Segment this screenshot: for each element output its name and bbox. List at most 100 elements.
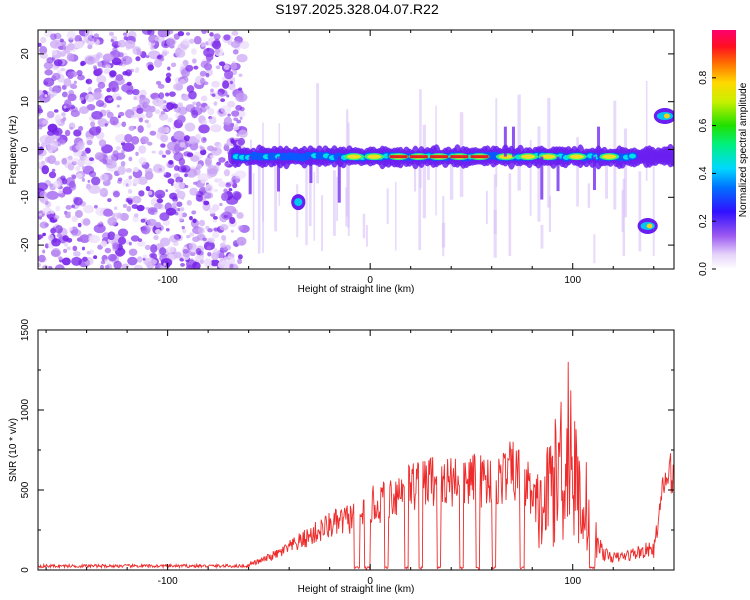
noise-speckle <box>214 48 221 54</box>
noise-speckle <box>82 166 86 170</box>
noise-speckle <box>207 251 212 257</box>
colorbar-tick-label: 0.0 <box>698 262 709 276</box>
noise-speckle <box>56 233 62 238</box>
noise-speckle <box>149 93 157 99</box>
noise-speckle <box>156 99 160 103</box>
band-tail <box>511 126 515 157</box>
noise-speckle <box>230 138 235 144</box>
noise-speckle <box>107 253 117 262</box>
noise-speckle <box>147 141 153 146</box>
noise-speckle <box>153 235 159 241</box>
noise-speckle <box>53 180 61 189</box>
noise-speckle <box>145 55 150 59</box>
noise-speckle <box>82 256 88 262</box>
noise-speckle <box>203 63 213 71</box>
noise-speckle <box>115 74 124 81</box>
noise-speckle <box>122 179 133 188</box>
noise-speckle <box>62 235 69 242</box>
noise-speckle <box>118 236 127 245</box>
noise-speckle <box>178 217 184 222</box>
noise-speckle <box>85 93 94 103</box>
noise-speckle <box>149 45 155 51</box>
band-core <box>409 155 428 159</box>
noise-speckle <box>165 76 171 84</box>
noise-speckle <box>93 255 98 260</box>
noise-speckle <box>168 160 174 165</box>
noise-speckle <box>125 168 132 173</box>
noise-speckle <box>91 110 103 120</box>
noise-speckle <box>109 116 119 126</box>
noise-speckle <box>144 244 151 250</box>
noise-speckle <box>126 81 132 86</box>
noise-speckle <box>215 65 221 70</box>
noise-speckle <box>73 197 83 206</box>
signal-blob <box>646 223 653 229</box>
noise-speckle <box>130 135 140 145</box>
noise-speckle <box>154 221 162 229</box>
noise-speckle <box>87 179 91 183</box>
noise-speckle <box>96 74 107 84</box>
noise-speckle <box>108 97 113 101</box>
noise-speckle <box>83 204 94 214</box>
noise-speckle <box>190 155 200 162</box>
band-core <box>602 154 617 159</box>
noise-speckle <box>61 91 68 98</box>
band-tail <box>248 156 252 195</box>
noise-speckle <box>192 218 197 224</box>
noise-speckle <box>85 78 93 85</box>
noise-speckle <box>106 111 114 119</box>
noise-speckle <box>78 106 90 115</box>
noise-speckle <box>174 211 179 216</box>
noise-speckle <box>226 94 230 98</box>
faint-streak <box>347 150 350 236</box>
noise-speckle <box>107 198 112 203</box>
noise-speckle <box>128 125 135 131</box>
noise-speckle <box>71 174 77 180</box>
y-tick-label: 10 <box>20 96 31 108</box>
noise-speckle <box>61 257 71 266</box>
noise-speckle <box>40 160 46 166</box>
noise-speckle <box>38 93 51 103</box>
noise-speckle <box>76 69 83 76</box>
noise-speckle <box>58 256 63 260</box>
noise-speckle <box>66 53 75 62</box>
noise-speckle <box>166 37 177 47</box>
noise-speckle <box>218 177 223 183</box>
noise-speckle <box>186 264 194 269</box>
y-tick-label: 1500 <box>20 318 31 341</box>
noise-speckle <box>41 119 49 125</box>
noise-speckle <box>173 181 185 190</box>
snr-ylabel: SNR (10 * v/v) <box>8 418 19 482</box>
colorbar-gradient <box>712 30 736 269</box>
noise-speckle <box>47 145 55 154</box>
noise-speckle <box>193 36 202 45</box>
noise-speckle <box>165 228 170 232</box>
faint-streak <box>321 195 324 252</box>
noise-speckle <box>138 145 147 154</box>
faint-streak <box>413 168 417 192</box>
noise-speckle <box>125 240 130 245</box>
noise-speckle <box>189 215 193 221</box>
noise-speckle <box>63 105 67 109</box>
noise-speckle <box>69 126 74 130</box>
faint-streak <box>622 178 626 257</box>
noise-speckle <box>146 122 152 129</box>
noise-speckle <box>189 38 195 44</box>
noise-speckle <box>211 80 220 88</box>
noise-speckle <box>121 83 134 93</box>
noise-speckle <box>207 228 213 233</box>
noise-speckle <box>234 36 244 45</box>
noise-speckle <box>202 237 207 242</box>
x-tick-label: -100 <box>158 275 178 286</box>
noise-speckle <box>54 160 60 166</box>
noise-speckle <box>177 114 186 124</box>
noise-speckle <box>165 189 169 193</box>
signal-blob <box>663 113 670 119</box>
noise-speckle <box>109 70 117 78</box>
noise-speckle <box>211 204 220 212</box>
noise-speckle <box>158 150 164 156</box>
noise-speckle <box>159 237 171 247</box>
noise-speckle <box>126 205 132 212</box>
faint-streak <box>441 222 446 248</box>
noise-speckle <box>191 210 197 215</box>
